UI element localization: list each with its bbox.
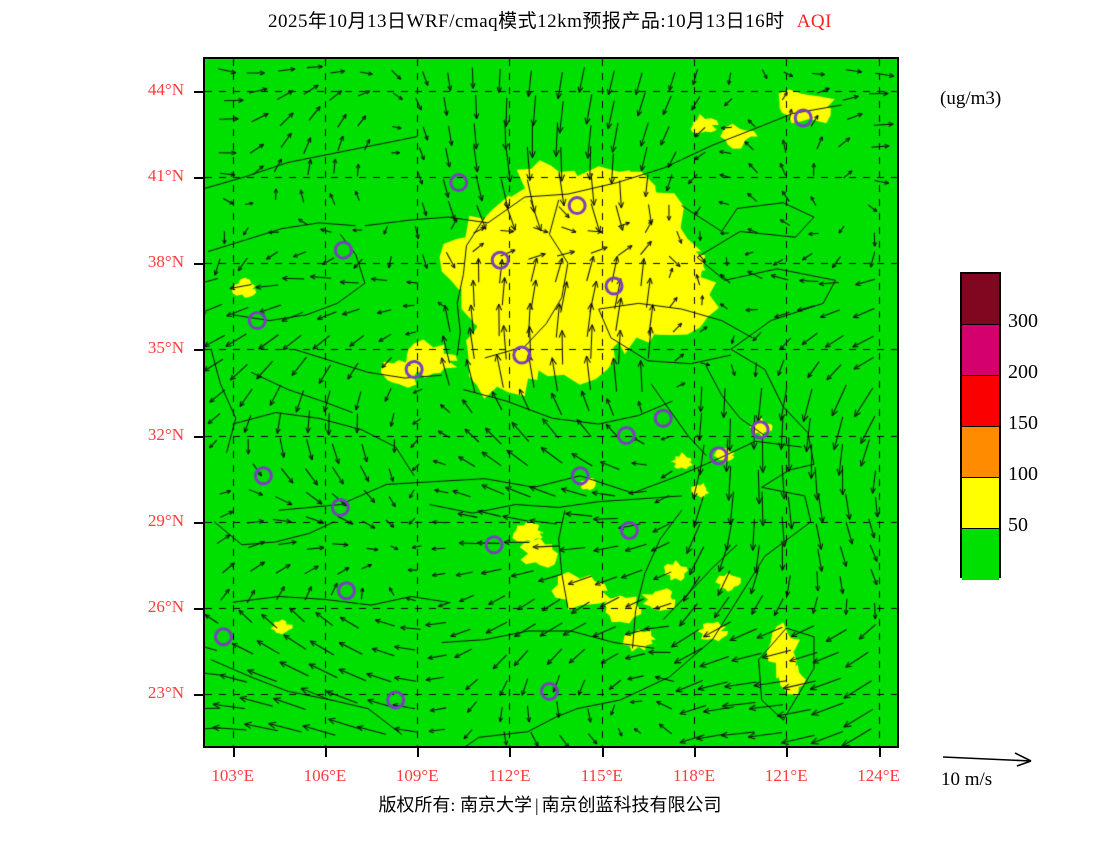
- lat-tick-38: [194, 263, 203, 266]
- lon-tick-103: [232, 748, 235, 757]
- lon-tick-109: [417, 748, 420, 757]
- copyright-company: 南京创蓝科技有限公司: [541, 795, 722, 815]
- copyright-footer: 版权所有: 南京大学 | 南京创蓝科技有限公司: [0, 791, 1100, 817]
- lon-tick-124: [878, 748, 881, 757]
- lat-label-32: 32°N: [147, 424, 184, 444]
- lat-tick-23: [194, 694, 203, 697]
- lon-label-124: 124°E: [857, 766, 900, 785]
- colorbar-tick-50: 50: [1008, 514, 1028, 536]
- lat-label-29: 29°N: [147, 510, 184, 530]
- lon-label-109: 109°E: [395, 766, 439, 785]
- colorbar-tick-300: 300: [1008, 310, 1038, 332]
- lat-label-38: 38°N: [147, 252, 184, 272]
- lat-label-23: 23°N: [147, 683, 184, 703]
- colorbar-band-0-50: [962, 529, 999, 580]
- colorbar-units-label: (ug/m3): [940, 88, 1002, 109]
- wind-scale-reference: 10 m/s: [941, 752, 1091, 791]
- wind-scale-label: 10 m/s: [941, 769, 993, 790]
- lon-label-103: 103°E: [211, 766, 255, 785]
- lon-tick-112: [509, 748, 512, 757]
- chart-title-main: 2025年10月13日WRF/cmaq模式12km预报产品:10月13日16时: [268, 11, 785, 32]
- lon-tick-121: [786, 748, 789, 757]
- lat-tick-44: [194, 90, 203, 93]
- colorbar-band-100-150: [962, 427, 999, 478]
- lon-label-106: 106°E: [303, 766, 347, 785]
- lat-label-26: 26°N: [147, 597, 184, 617]
- colorbar-tick-100: 100: [1008, 463, 1038, 485]
- lat-tick-29: [194, 521, 203, 524]
- lon-label-118: 118°E: [672, 766, 716, 785]
- lon-tick-118: [694, 748, 696, 757]
- chart-title: 2025年10月13日WRF/cmaq模式12km预报产品:10月13日16时 A…: [0, 6, 1100, 33]
- aqi-field-canvas: [205, 59, 897, 746]
- colorbar-band->300: [962, 274, 999, 325]
- colorbar-tick-150: 150: [1008, 412, 1038, 434]
- lat-tick-26: [194, 608, 203, 611]
- footer-separator: |: [534, 795, 539, 815]
- chart-title-variable: AQI: [796, 11, 832, 32]
- lon-label-112: 112°E: [488, 766, 531, 785]
- lon-tick-106: [324, 748, 327, 757]
- colorbar-band-150-200: [962, 376, 999, 427]
- lon-label-121: 121°E: [764, 766, 808, 785]
- lon-label-115: 115°E: [580, 766, 623, 785]
- copyright-owner: 版权所有: 南京大学: [378, 795, 532, 815]
- lat-label-41: 41°N: [147, 165, 184, 185]
- colorbar-tick-200: 200: [1008, 361, 1038, 383]
- wind-arrow-icon: [942, 752, 1032, 767]
- lat-tick-32: [194, 435, 203, 438]
- lat-label-44: 44°N: [147, 79, 184, 99]
- map-plot-area[interactable]: [203, 57, 899, 748]
- colorbar: [960, 272, 1001, 580]
- lat-tick-35: [194, 349, 203, 352]
- lat-tick-41: [194, 176, 203, 179]
- colorbar-band-200-300: [962, 325, 999, 376]
- lat-label-35: 35°N: [147, 338, 184, 358]
- colorbar-band-50-100: [962, 478, 999, 529]
- lon-tick-115: [601, 748, 604, 757]
